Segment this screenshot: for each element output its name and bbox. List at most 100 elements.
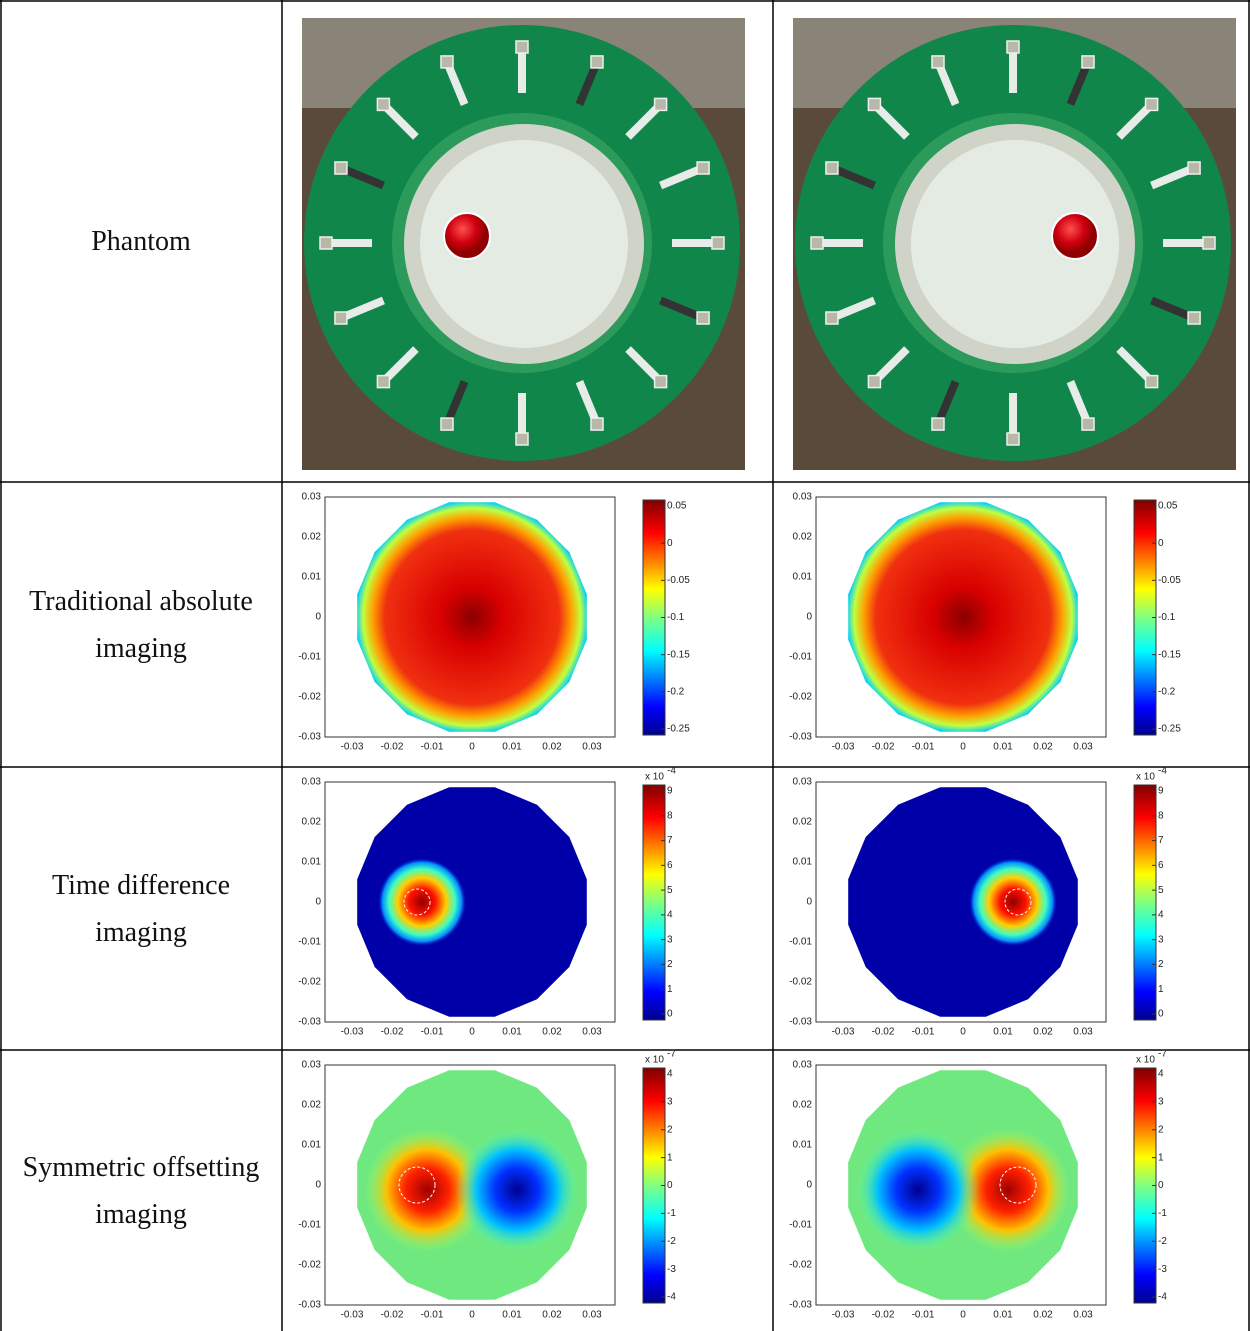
colorbar-label: 0.05 — [667, 501, 687, 512]
electrode-pad — [868, 98, 880, 110]
x-tick-label: -0.01 — [912, 1027, 935, 1038]
colorbar-label: -0.15 — [1158, 649, 1181, 660]
electrode-pad — [932, 418, 944, 430]
y-tick-label: -0.01 — [298, 937, 321, 948]
electrode-pad — [826, 162, 838, 174]
electrode-pad — [1203, 237, 1215, 249]
y-tick-label: 0.01 — [793, 1140, 813, 1151]
phantom-photo — [793, 18, 1236, 470]
colorbar-label: -0.25 — [667, 724, 690, 735]
colorbar-label: 2 — [1158, 959, 1164, 970]
colorbar-label: 6 — [1158, 860, 1164, 871]
y-tick-label: -0.03 — [789, 1300, 812, 1311]
x-tick-label: -0.02 — [381, 742, 404, 753]
colorbar-label: 5 — [667, 885, 673, 896]
colorbar-label: 0 — [667, 1180, 673, 1191]
x-tick-label: 0.01 — [993, 1310, 1013, 1321]
electrode-pad — [1188, 162, 1200, 174]
x-tick-label: -0.03 — [832, 742, 855, 753]
y-tick-label: 0.03 — [302, 492, 322, 503]
electrode-pad — [1146, 98, 1158, 110]
colorbar-label: -4 — [1158, 1292, 1167, 1303]
x-tick-label: 0.01 — [502, 1310, 522, 1321]
y-tick-label: 0 — [315, 612, 321, 623]
y-tick-label: 0.01 — [793, 857, 813, 868]
y-tick-label: 0.01 — [793, 572, 813, 583]
colorbar-label: 0 — [667, 538, 673, 549]
x-tick-label: -0.02 — [381, 1027, 404, 1038]
colorbar-label: -0.05 — [1158, 575, 1181, 586]
x-tick-label: 0.03 — [1073, 742, 1093, 753]
colorbar-label: 1 — [667, 984, 673, 995]
x-tick-label: 0.02 — [542, 1027, 562, 1038]
y-tick-label: 0.02 — [793, 532, 813, 543]
electrode-pad — [516, 41, 528, 53]
colorbar-label: -2 — [1158, 1236, 1167, 1247]
y-tick-label: -0.02 — [298, 1260, 321, 1271]
colorbar-label: 1 — [667, 1152, 673, 1163]
colorbar-label: 4 — [667, 910, 673, 921]
colorbar-label: 7 — [1158, 835, 1164, 846]
colorbar-label: -4 — [667, 1292, 676, 1303]
electrode-pad — [826, 312, 838, 324]
row-label: Symmetric offsetting imaging — [0, 1050, 282, 1331]
x-tick-label: 0 — [469, 742, 475, 753]
y-tick-label: 0.03 — [793, 492, 813, 503]
x-tick-label: 0 — [469, 1310, 475, 1321]
plot: -0.03-0.03-0.02-0.02-0.01-0.01000.010.01… — [789, 1049, 1167, 1321]
y-tick-label: -0.03 — [789, 732, 812, 743]
y-tick-label: -0.03 — [298, 1017, 321, 1028]
colorbar-label: 5 — [1158, 885, 1164, 896]
colorbar-scale: x 10 — [645, 772, 664, 783]
colorbar-label: 4 — [667, 1069, 673, 1080]
colorbar-label: -0.1 — [1158, 612, 1176, 623]
colorbar-scale: x 10 — [1136, 772, 1155, 783]
y-tick-label: 0.02 — [302, 817, 322, 828]
electrode-pad — [811, 237, 823, 249]
electrode-pad — [441, 56, 453, 68]
colorbar-label: -0.15 — [667, 649, 690, 660]
colorbar-scale-power: -4 — [1158, 766, 1167, 777]
electrode-pad — [1082, 56, 1094, 68]
colorbar-label: -1 — [667, 1208, 676, 1219]
x-tick-label: -0.03 — [341, 1310, 364, 1321]
electrode-pad — [932, 56, 944, 68]
x-tick-label: -0.02 — [872, 1310, 895, 1321]
x-tick-label: -0.01 — [912, 1310, 935, 1321]
colorbar-label: 3 — [667, 1097, 673, 1108]
blob — [378, 858, 466, 946]
y-tick-label: 0 — [806, 1180, 812, 1191]
y-tick-label: 0 — [806, 897, 812, 908]
colorbar-label: 4 — [1158, 1069, 1164, 1080]
row-label: Traditional absolute imaging — [0, 482, 282, 767]
phantom-photo — [302, 18, 745, 470]
y-tick-label: -0.01 — [298, 1220, 321, 1231]
x-tick-label: 0 — [960, 742, 966, 753]
colorbar-label: -0.05 — [667, 575, 690, 586]
y-tick-label: -0.02 — [789, 1260, 812, 1271]
figure-table: -0.03 -0.03 -0.02 -0.02 -0.01 -0.01 0 0 0.01 0.01… — [0, 0, 1250, 1331]
photo — [302, 18, 745, 470]
x-tick-label: -0.03 — [341, 742, 364, 753]
photo — [793, 18, 1236, 470]
x-tick-label: 0 — [960, 1310, 966, 1321]
colorbar-label: 8 — [1158, 810, 1164, 821]
row-label: Time difference imaging — [0, 767, 282, 1050]
colorbar-label: 7 — [667, 835, 673, 846]
target-ball — [1052, 213, 1098, 259]
electrode-pad — [712, 237, 724, 249]
x-tick-label: 0.02 — [1033, 1027, 1053, 1038]
y-tick-label: 0.01 — [302, 1140, 322, 1151]
blob-neg — [856, 1128, 980, 1252]
electrode-pad — [1188, 312, 1200, 324]
colorbar-label: 0.05 — [1158, 501, 1178, 512]
colorbar-label: -1 — [1158, 1208, 1167, 1219]
colorbar-label: 3 — [667, 934, 673, 945]
y-tick-label: -0.03 — [789, 1017, 812, 1028]
colorbar-label: 0 — [1158, 538, 1164, 549]
y-tick-label: 0.03 — [302, 777, 322, 788]
y-tick-label: 0 — [315, 1180, 321, 1191]
plot: -0.03-0.03-0.02-0.02-0.01-0.01000.010.01… — [789, 492, 1181, 753]
x-tick-label: 0.02 — [1033, 742, 1053, 753]
colorbar-label: -0.25 — [1158, 724, 1181, 735]
